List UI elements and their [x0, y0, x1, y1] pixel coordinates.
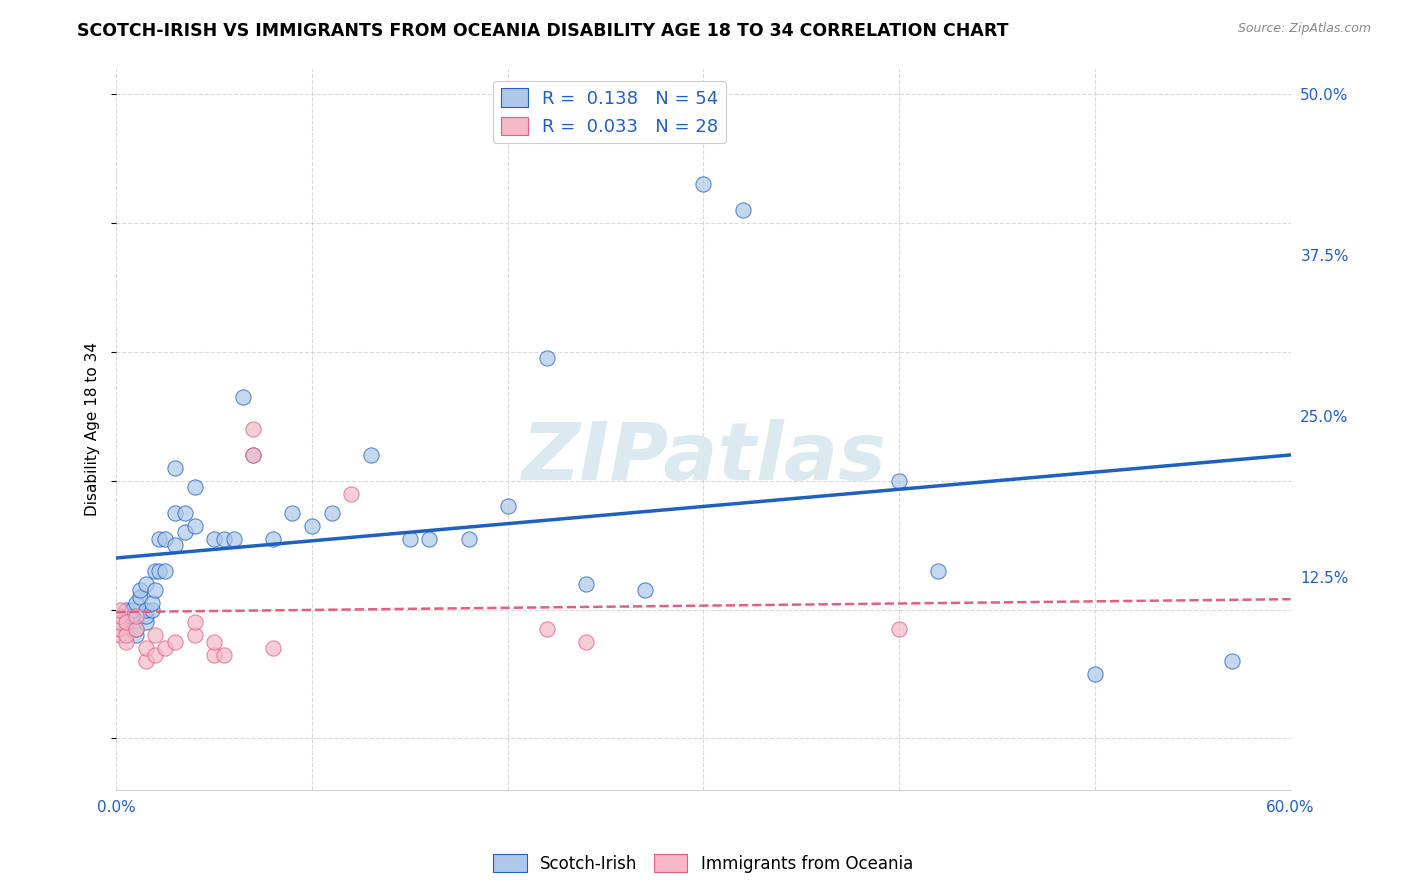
Point: [125, 596, 148, 610]
Text: SCOTCH-IRISH VS IMMIGRANTS FROM OCEANIA DISABILITY AGE 18 TO 34 CORRELATION CHAR: SCOTCH-IRISH VS IMMIGRANTS FROM OCEANIA …: [77, 22, 1010, 40]
Point: [731, 203, 754, 218]
Y-axis label: Disability Age 18 to 34: Disability Age 18 to 34: [86, 343, 100, 516]
Point: [125, 622, 148, 636]
Point: [575, 576, 598, 591]
Point: [692, 178, 714, 192]
Point: [135, 641, 157, 656]
Point: [321, 506, 343, 520]
Point: [148, 532, 170, 546]
Point: [125, 609, 148, 624]
Point: [536, 622, 558, 636]
Point: [145, 648, 167, 662]
Point: [141, 596, 163, 610]
Point: [360, 448, 382, 462]
Point: [418, 532, 440, 546]
Point: [202, 634, 225, 648]
Point: [232, 390, 254, 404]
Point: [115, 609, 138, 624]
Point: [1220, 654, 1243, 668]
Point: [153, 564, 176, 578]
Point: [262, 641, 284, 656]
Point: [153, 532, 176, 546]
Point: [153, 641, 176, 656]
Point: [115, 622, 138, 636]
Point: [496, 500, 519, 514]
Point: [115, 615, 138, 630]
Point: [115, 628, 138, 642]
Point: [121, 615, 143, 630]
Point: [145, 583, 167, 598]
Point: [108, 602, 131, 616]
Point: [141, 602, 163, 616]
Point: [183, 480, 205, 494]
Point: [927, 564, 949, 578]
Point: [212, 648, 235, 662]
Point: [399, 532, 422, 546]
Point: [125, 622, 148, 636]
Point: [242, 422, 264, 436]
Point: [262, 532, 284, 546]
Point: [222, 532, 245, 546]
Point: [202, 532, 225, 546]
Point: [135, 602, 157, 616]
Text: Source: ZipAtlas.com: Source: ZipAtlas.com: [1237, 22, 1371, 36]
Point: [135, 576, 157, 591]
Point: [108, 622, 131, 636]
Point: [242, 448, 264, 462]
Point: [145, 628, 167, 642]
Point: [135, 609, 157, 624]
Point: [163, 506, 186, 520]
Point: [183, 615, 205, 630]
Point: [128, 590, 150, 604]
Point: [634, 583, 657, 598]
Point: [135, 654, 157, 668]
Point: [121, 609, 143, 624]
Point: [889, 474, 911, 488]
Point: [536, 351, 558, 366]
Point: [242, 448, 264, 462]
Point: [281, 506, 304, 520]
Point: [183, 628, 205, 642]
Point: [148, 564, 170, 578]
Point: [301, 518, 323, 533]
Point: [108, 628, 131, 642]
Point: [163, 634, 186, 648]
Point: [163, 538, 186, 552]
Point: [173, 525, 195, 540]
Point: [115, 602, 138, 616]
Point: [108, 609, 131, 624]
Legend: Scotch-Irish, Immigrants from Oceania: Scotch-Irish, Immigrants from Oceania: [486, 847, 920, 880]
Point: [128, 583, 150, 598]
Point: [1084, 667, 1107, 681]
Point: [212, 532, 235, 546]
Point: [121, 602, 143, 616]
Point: [340, 486, 363, 500]
Point: [575, 634, 598, 648]
Point: [115, 615, 138, 630]
Legend: R =  0.138   N = 54, R =  0.033   N = 28: R = 0.138 N = 54, R = 0.033 N = 28: [494, 81, 725, 144]
Point: [173, 506, 195, 520]
Point: [135, 615, 157, 630]
Point: [125, 628, 148, 642]
Point: [457, 532, 479, 546]
Point: [183, 518, 205, 533]
Text: ZIPatlas: ZIPatlas: [522, 419, 886, 497]
Point: [108, 615, 131, 630]
Point: [202, 648, 225, 662]
Point: [115, 634, 138, 648]
Point: [145, 564, 167, 578]
Point: [889, 622, 911, 636]
Point: [163, 460, 186, 475]
